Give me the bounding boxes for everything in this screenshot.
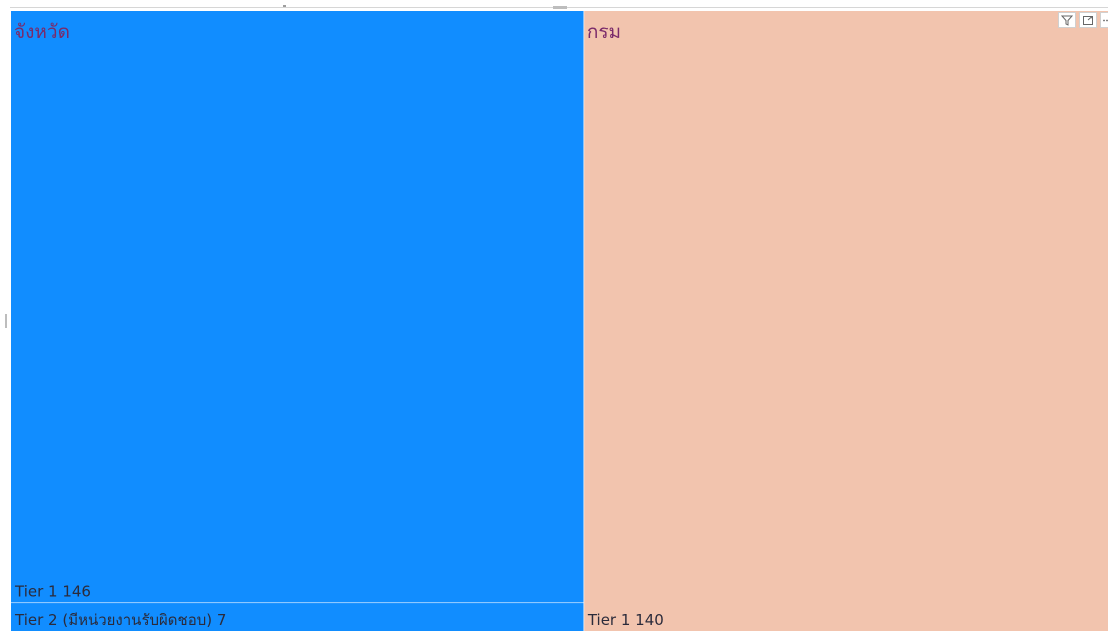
focus-mode-icon[interactable] [1079, 12, 1097, 28]
group-label: กรม [587, 21, 621, 43]
tile-data-label: Tier 1 146 [14, 583, 91, 601]
visual-header-toolbar [1058, 12, 1108, 28]
top-marker [283, 5, 286, 7]
resize-handle-left[interactable] [5, 314, 7, 328]
group-label: จังหวัด [14, 21, 70, 43]
resize-handle-top[interactable] [553, 6, 567, 9]
tile-data-label: Tier 2 (มีหน่วยงานรับผิดชอบ) 7 [14, 611, 226, 629]
treemap-tile[interactable] [11, 11, 584, 603]
treemap-group[interactable]: Tier 1 146 Tier 2 (มีหน่วยงานรับผิดชอบ) 7… [11, 11, 584, 631]
tile-data-label: Tier 1 140 [587, 611, 664, 629]
filter-icon[interactable] [1058, 12, 1076, 28]
treemap-group[interactable]: Tier 1 140 กรม [583, 11, 1108, 631]
treemap-tile[interactable] [583, 11, 1108, 631]
treemap-tile[interactable] [11, 602, 584, 631]
more-options-icon[interactable] [1100, 12, 1108, 28]
